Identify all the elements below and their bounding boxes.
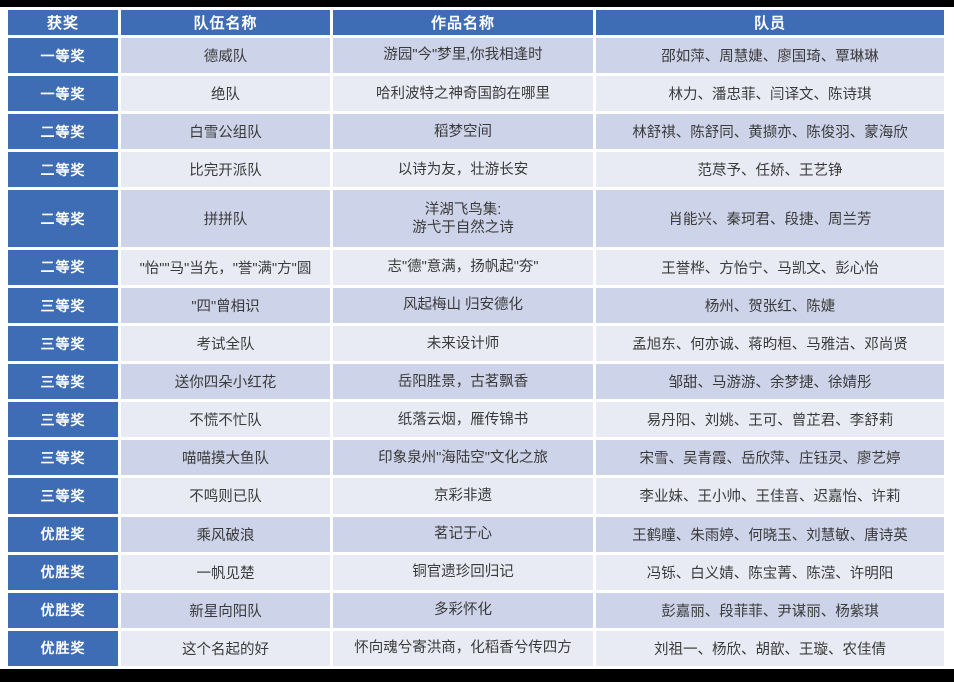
award-cell: 三等奖	[8, 326, 118, 362]
work-cell: 怀向魂兮寄洪商，化稻香兮传四方	[333, 630, 593, 666]
members-cell: 王誉桦、方怡宁、马凯文、彭心怡	[596, 249, 944, 285]
column-header-team: 队伍名称	[121, 10, 330, 35]
table-row: 一等奖 德威队 游园"今"梦里,你我相逢时 邵如萍、周慧婕、廖国琦、覃琳琳	[8, 38, 944, 74]
members-cell: 邹甜、马游游、余梦捷、徐婧彤	[596, 364, 944, 400]
team-cell: 不慌不忙队	[121, 402, 330, 438]
award-cell: 优胜奖	[8, 554, 118, 590]
table-row: 优胜奖 乘风破浪 茗记于心 王鹤瞳、朱雨婷、何晓玉、刘慧敏、唐诗英	[8, 516, 944, 552]
members-cell: 李业妹、王小帅、王佳音、迟嘉怡、许莉	[596, 478, 944, 514]
table-row: 三等奖 喵喵摸大鱼队 印象泉州"海陆空"文化之旅 宋雪、吴青霞、岳欣萍、庄钰灵、廖艺婷	[8, 440, 944, 476]
team-cell: "四"曾相识	[121, 287, 330, 324]
awards-table-body: 一等奖 德威队 游园"今"梦里,你我相逢时 邵如萍、周慧婕、廖国琦、覃琳琳 一等奖 绝队哈…	[8, 38, 944, 666]
table-row: 二等奖 比完开派队 以诗为友，壮游长安 范荩予、任娇、王艺铮	[8, 152, 944, 188]
award-cell: 三等奖	[8, 364, 118, 400]
team-cell: "怡""马"当先，"誉"满"方"圆	[121, 249, 330, 285]
work-cell: 风起梅山 归安德化	[333, 287, 593, 324]
team-cell: 一帆见楚	[121, 554, 330, 590]
award-cell: 二等奖	[8, 190, 118, 247]
work-cell: 纸落云烟，雁传锦书	[333, 402, 593, 438]
work-cell: 稻梦空间	[333, 114, 593, 150]
team-cell: 白雪公组队	[121, 114, 330, 150]
work-cell: 哈利波特之神奇国韵在哪里	[333, 76, 593, 112]
members-cell: 林力、潘忠菲、闫译文、陈诗琪	[596, 76, 944, 112]
team-cell: 送你四朵小红花	[121, 364, 330, 400]
table-row: 优胜奖 新星向阳队 多彩怀化 彭嘉丽、段菲菲、尹谋丽、杨紫琪	[8, 592, 944, 628]
work-cell: 以诗为友，壮游长安	[333, 152, 593, 188]
table-row: 优胜奖 一帆见楚 铜官遗珍回归记 冯铄、白义婧、陈宝菁、陈滢、许明阳	[8, 554, 944, 590]
work-cell: 铜官遗珍回归记	[333, 554, 593, 590]
awards-table-container: 获奖 队伍名称 作品名称 队员 一等奖 德威队 游园"今"梦里,你我相逢时 邵如萍、周…	[5, 7, 947, 669]
award-cell: 优胜奖	[8, 630, 118, 666]
team-cell: 乘风破浪	[121, 516, 330, 552]
top-black-bar	[0, 0, 954, 7]
award-cell: 优胜奖	[8, 592, 118, 628]
team-cell: 绝队	[121, 76, 330, 112]
award-cell: 三等奖	[8, 440, 118, 476]
members-cell: 易丹阳、刘姚、王可、曾芷君、李舒莉	[596, 402, 944, 438]
award-cell: 二等奖	[8, 249, 118, 285]
award-cell: 一等奖	[8, 76, 118, 112]
members-cell: 邵如萍、周慧婕、廖国琦、覃琳琳	[596, 38, 944, 74]
team-cell: 喵喵摸大鱼队	[121, 440, 330, 476]
table-row: 三等奖 考试全队 未来设计师 孟旭东、何亦诚、蒋昀桓、马雅洁、邓尚贤	[8, 326, 944, 362]
team-cell: 新星向阳队	[121, 592, 330, 628]
members-cell: 孟旭东、何亦诚、蒋昀桓、马雅洁、邓尚贤	[596, 326, 944, 362]
table-row: 三等奖 "四"曾相识 风起梅山 归安德化 杨州、贺张红、陈婕	[8, 287, 944, 324]
work-cell: 洋湖飞鸟集: 游弋于自然之诗	[333, 190, 593, 247]
award-cell: 三等奖	[8, 287, 118, 324]
members-cell: 肖能兴、秦珂君、段捷、周兰芳	[596, 190, 944, 247]
award-cell: 一等奖	[8, 38, 118, 74]
team-cell: 不鸣则已队	[121, 478, 330, 514]
work-cell: 未来设计师	[333, 326, 593, 362]
table-row: 三等奖 不慌不忙队 纸落云烟，雁传锦书 易丹阳、刘姚、王可、曾芷君、李舒莉	[8, 402, 944, 438]
column-header-award: 获奖	[8, 10, 118, 35]
table-row: 一等奖 绝队 哈利波特之神奇国韵在哪里 林力、潘忠菲、闫译文、陈诗琪	[8, 76, 944, 112]
table-row: 三等奖 送你四朵小红花 岳阳胜景，古茗飘香 邹甜、马游游、余梦捷、徐婧彤	[8, 364, 944, 400]
table-row: 优胜奖 这个名起的好 怀向魂兮寄洪商，化稻香兮传四方 刘祖一、杨欣、胡歆、王璇、农佳倩	[8, 630, 944, 666]
bottom-black-bar	[0, 669, 954, 682]
team-cell: 比完开派队	[121, 152, 330, 188]
table-header: 获奖 队伍名称 作品名称 队员	[8, 10, 944, 35]
work-cell: 岳阳胜景，古茗飘香	[333, 364, 593, 400]
members-cell: 杨州、贺张红、陈婕	[596, 287, 944, 324]
column-header-members: 队员	[596, 10, 944, 35]
awards-table: 获奖 队伍名称 作品名称 队员 一等奖 德威队 游园"今"梦里,你我相逢时 邵如萍、周…	[5, 7, 947, 669]
team-cell: 拼拼队	[121, 190, 330, 247]
work-cell: 印象泉州"海陆空"文化之旅	[333, 440, 593, 476]
table-row: 二等奖 拼拼队 洋湖飞鸟集: 游弋于自然之诗 肖能兴、秦珂君、段捷、周兰芳	[8, 190, 944, 247]
work-cell: 志"德"意满，扬帆起"夯"	[333, 249, 593, 285]
members-cell: 刘祖一、杨欣、胡歆、王璇、农佳倩	[596, 630, 944, 666]
column-header-work: 作品名称	[333, 10, 593, 35]
members-cell: 彭嘉丽、段菲菲、尹谋丽、杨紫琪	[596, 592, 944, 628]
members-cell: 王鹤瞳、朱雨婷、何晓玉、刘慧敏、唐诗英	[596, 516, 944, 552]
header-row: 获奖 队伍名称 作品名称 队员	[8, 10, 944, 35]
table-row: 三等奖 不鸣则已队 京彩非遗 李业妹、王小帅、王佳音、迟嘉怡、许莉	[8, 478, 944, 514]
members-cell: 范荩予、任娇、王艺铮	[596, 152, 944, 188]
members-cell: 林舒祺、陈舒同、黄撷亦、陈俊羽、蒙海欣	[596, 114, 944, 150]
team-cell: 德威队	[121, 38, 330, 74]
work-cell: 茗记于心	[333, 516, 593, 552]
members-cell: 宋雪、吴青霞、岳欣萍、庄钰灵、廖艺婷	[596, 440, 944, 476]
table-row: 二等奖 白雪公组队 稻梦空间 林舒祺、陈舒同、黄撷亦、陈俊羽、蒙海欣	[8, 114, 944, 150]
award-cell: 二等奖	[8, 114, 118, 150]
work-cell: 游园"今"梦里,你我相逢时	[333, 38, 593, 74]
team-cell: 考试全队	[121, 326, 330, 362]
work-cell: 多彩怀化	[333, 592, 593, 628]
award-cell: 优胜奖	[8, 516, 118, 552]
award-cell: 二等奖	[8, 152, 118, 188]
table-row: 二等奖 "怡""马"当先，"誉"满"方"圆 志"德"意满，扬帆起"夯" 王誉桦、方怡宁…	[8, 249, 944, 285]
award-cell: 三等奖	[8, 402, 118, 438]
team-cell: 这个名起的好	[121, 630, 330, 666]
work-cell: 京彩非遗	[333, 478, 593, 514]
award-cell: 三等奖	[8, 478, 118, 514]
members-cell: 冯铄、白义婧、陈宝菁、陈滢、许明阳	[596, 554, 944, 590]
